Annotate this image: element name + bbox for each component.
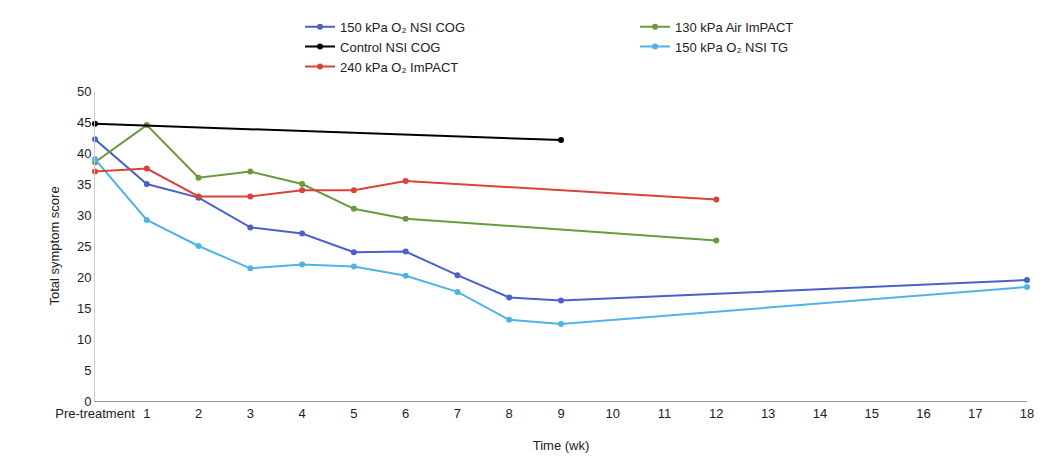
svg-text:35: 35 bbox=[77, 177, 91, 192]
svg-text:7: 7 bbox=[454, 406, 461, 421]
svg-text:130 kPa Air ImPACT: 130 kPa Air ImPACT bbox=[675, 20, 793, 35]
svg-text:15: 15 bbox=[77, 301, 91, 316]
svg-text:Time (wk): Time (wk) bbox=[533, 438, 590, 453]
svg-text:30: 30 bbox=[77, 208, 91, 223]
svg-text:11: 11 bbox=[658, 406, 672, 421]
svg-text:17: 17 bbox=[968, 406, 982, 421]
svg-text:10: 10 bbox=[77, 332, 91, 347]
svg-text:40: 40 bbox=[77, 146, 91, 161]
svg-text:50: 50 bbox=[77, 84, 91, 99]
svg-text:5: 5 bbox=[84, 363, 91, 378]
svg-text:8: 8 bbox=[506, 406, 513, 421]
svg-text:45: 45 bbox=[77, 115, 91, 130]
svg-text:20: 20 bbox=[77, 270, 91, 285]
svg-text:16: 16 bbox=[916, 406, 930, 421]
svg-text:0: 0 bbox=[84, 394, 91, 409]
svg-text:Total symptom score: Total symptom score bbox=[47, 186, 62, 305]
svg-text:3: 3 bbox=[247, 406, 254, 421]
svg-text:150 kPa O₂ NSI TG: 150 kPa O₂ NSI TG bbox=[675, 40, 788, 55]
svg-text:6: 6 bbox=[402, 406, 409, 421]
svg-text:12: 12 bbox=[709, 406, 723, 421]
svg-text:4: 4 bbox=[298, 406, 305, 421]
svg-text:150 kPa O₂ NSI COG: 150 kPa O₂ NSI COG bbox=[340, 20, 465, 35]
svg-text:18: 18 bbox=[1020, 406, 1034, 421]
svg-text:1: 1 bbox=[143, 406, 150, 421]
svg-text:Pre-treatment: Pre-treatment bbox=[55, 406, 135, 421]
svg-text:240 kPa O₂ ImPACT: 240 kPa O₂ ImPACT bbox=[340, 60, 458, 75]
svg-text:2: 2 bbox=[195, 406, 202, 421]
svg-text:Control NSI COG: Control NSI COG bbox=[340, 40, 440, 55]
svg-text:15: 15 bbox=[864, 406, 878, 421]
svg-text:10: 10 bbox=[606, 406, 620, 421]
svg-text:13: 13 bbox=[761, 406, 775, 421]
svg-text:5: 5 bbox=[350, 406, 357, 421]
svg-text:9: 9 bbox=[557, 406, 564, 421]
svg-text:25: 25 bbox=[77, 239, 91, 254]
svg-text:14: 14 bbox=[813, 406, 827, 421]
